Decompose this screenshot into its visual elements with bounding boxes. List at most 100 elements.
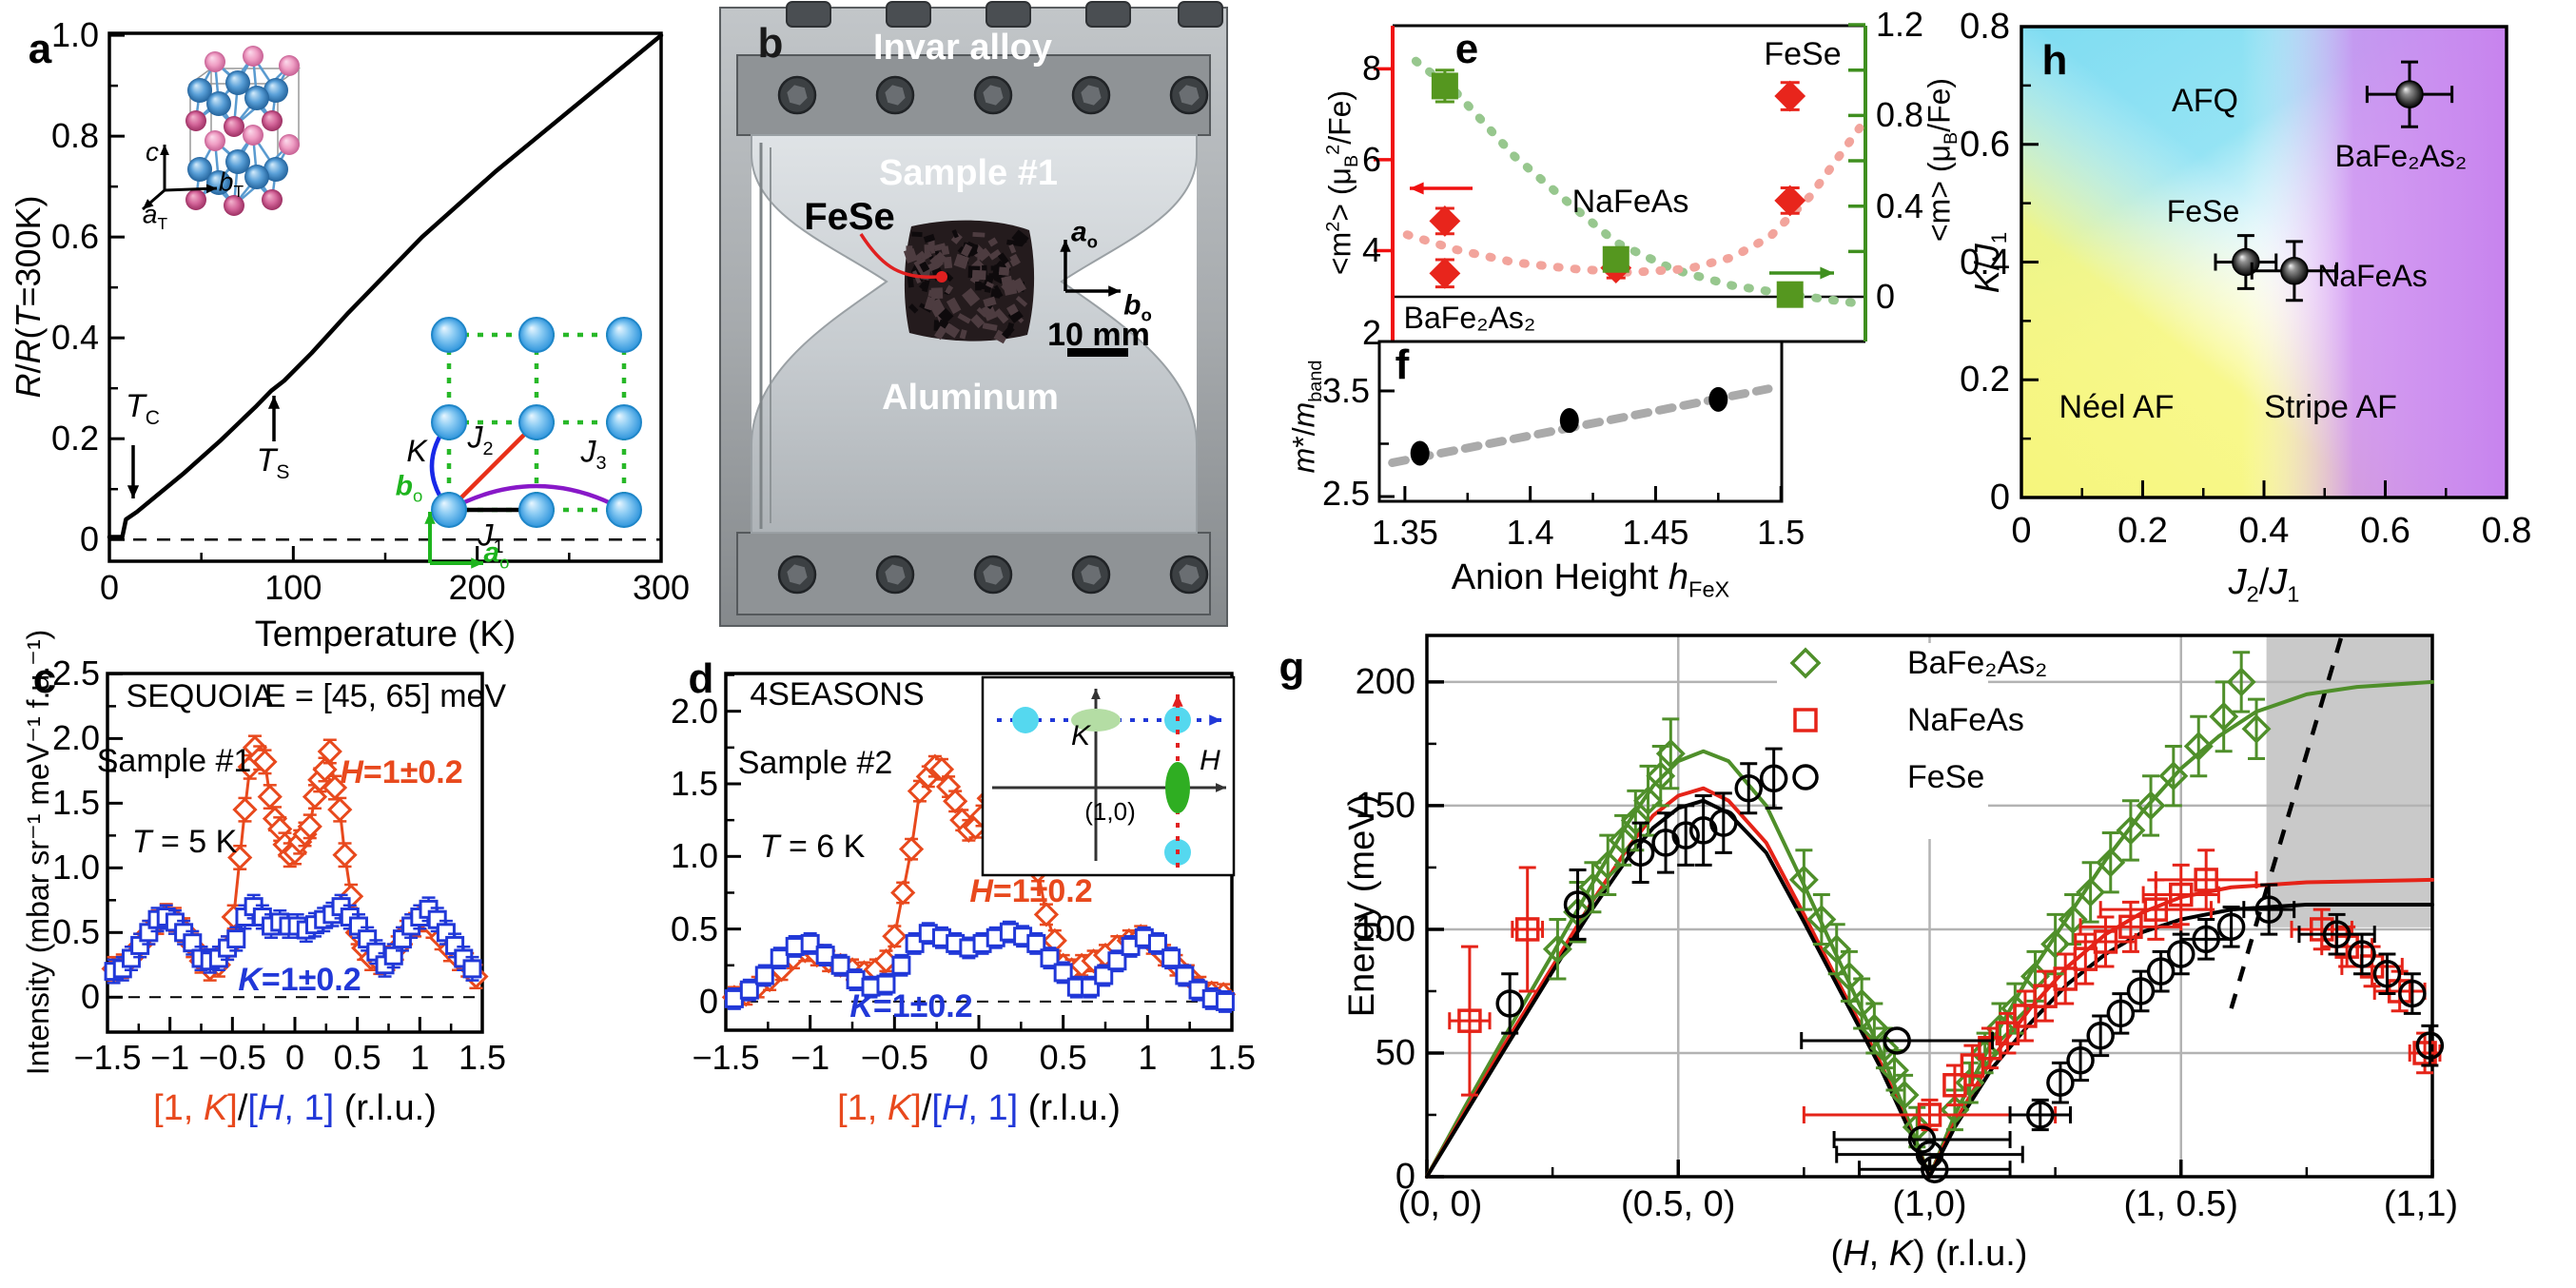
c-H-cut-label: H=1±0.2 (340, 754, 463, 790)
d-H-cut-label: H=1±0.2 (969, 873, 1093, 909)
c-x-tick: −0.5 (198, 1038, 266, 1077)
h-y-tick: 0.2 (1960, 360, 2010, 400)
g-x-axis-title: (H, K) (r.l.u.) (1830, 1234, 2028, 1274)
e-fese-label: FeSe (1764, 36, 1842, 72)
h-bafe2as2-point-label: BaFe₂As₂ (2334, 139, 2468, 173)
a-crystal-c-axis-label: c (146, 137, 159, 166)
c-x-tick: 1.5 (458, 1038, 507, 1077)
panel-letter-c: c (32, 655, 57, 702)
g-y-tick: 0 (1395, 1157, 1415, 1197)
a-x-tick: 0 (99, 568, 120, 607)
panel-a-plot (107, 31, 664, 563)
f-x-axis-title: Anion Height hFeX (1451, 556, 1730, 602)
a-tc-label: TC (125, 388, 161, 429)
c-K-cut-label: K=1±0.2 (238, 962, 361, 998)
b-aluminum-label: Aluminum (882, 378, 1059, 418)
h-y-tick: 0.8 (1960, 7, 2010, 47)
f-y-axis-title: m*/mband (1286, 360, 1326, 474)
a-lattice-a-axis-label: ao (483, 537, 510, 573)
e-left-tick: 8 (1361, 49, 1381, 88)
d-x-tick: 1.5 (1207, 1038, 1257, 1077)
d-x-tick: 0 (968, 1038, 989, 1077)
d-y-tick: 1.5 (670, 763, 718, 803)
e-left-tick: 4 (1361, 230, 1381, 270)
c-y-tick: 0.5 (51, 912, 100, 952)
b-sample1-label: Sample #1 (879, 153, 1058, 193)
d-y-tick: 1.0 (670, 836, 718, 876)
g-scatter-FeSe (1495, 747, 2445, 1183)
h-afq-region-label: AFQ (2172, 83, 2238, 119)
g-scatter-NaFeAs (1448, 849, 2442, 1132)
h-neel-region-label: Néel AF (2059, 389, 2175, 425)
h-x-tick: 0.8 (2481, 511, 2532, 551)
a-y-axis-title: R/R(T=300K) (9, 195, 48, 399)
e-right-tick: 1.2 (1876, 5, 1924, 45)
d-y-tick: 0.5 (670, 908, 718, 948)
c-x-tick: 1 (410, 1038, 430, 1077)
c-temperature-label: T = 5 K (131, 824, 238, 860)
h-x-axis-title: J2/J1 (2228, 561, 2300, 607)
g-y-tick: 200 (1355, 661, 1415, 702)
panel-letter-g: g (1278, 644, 1305, 691)
d-K-cut-label: K=1±0.2 (849, 988, 973, 1025)
g-y-tick: 150 (1355, 785, 1415, 826)
b-scalebar-label: 10 mm (1047, 317, 1150, 353)
h-fese-point-label: FeSe (2166, 194, 2240, 228)
c-y-tick: 2.5 (51, 654, 100, 693)
a-lattice-K-label: K (406, 434, 427, 468)
h-nafeas-point-label: NaFeAs (2317, 259, 2428, 293)
a-y-tick: 0 (79, 519, 99, 559)
a-y-tick: 0.2 (50, 419, 99, 459)
a-ts-label: TS (256, 442, 290, 483)
d-inset-K-axis-label: K (1070, 720, 1091, 751)
d-inset-10-point-label: (1,0) (1084, 797, 1136, 826)
c-energy-label: E = [45, 65] meV (263, 678, 507, 714)
h-y-tick: 0.6 (1960, 124, 2010, 165)
g-y-axis-title: Energy (meV) (1342, 793, 1382, 1018)
c-y-axis-title: Intensity (mbar sr⁻¹ meV⁻¹ f.u.⁻¹) (21, 629, 55, 1076)
c-x-axis-title: [1, K]/[H, 1] (r.l.u.) (153, 1088, 437, 1128)
g-y-tick: 50 (1375, 1032, 1415, 1073)
panel-letter-e: e (1454, 26, 1479, 72)
a-crystal-structure-inset (142, 46, 302, 216)
e-left-axis-title: <m2> (μB2/Fe) (1322, 89, 1362, 276)
d-temperature-label: T = 6 K (759, 829, 866, 865)
g-x-tick: (1,1) (2383, 1184, 2459, 1224)
c-y-tick: 0 (80, 977, 100, 1017)
a-x-tick: 100 (264, 568, 322, 607)
c-x-tick: 0.5 (333, 1038, 381, 1077)
a-x-axis-title: Temperature (K) (254, 615, 517, 654)
panel-f-plot (1377, 340, 1784, 503)
d-sample-label: Sample #2 (737, 745, 893, 781)
c-x-tick: −1.5 (73, 1038, 142, 1077)
e-right-axis-title: <m> (μB/Fe) (1922, 77, 1961, 243)
g-legend-item-nafeas: NaFeAs (1907, 702, 2024, 738)
c-sample-label: Sample #1 (96, 743, 252, 779)
e-left-tick: 2 (1361, 313, 1381, 352)
a-y-tick: 1.0 (50, 15, 99, 55)
g-legend-item-bafe2as2: BaFe₂As₂ (1907, 645, 2048, 681)
h-stripe-region-label: Stripe AF (2264, 389, 2397, 425)
panel-letter-f: f (1395, 342, 1410, 388)
a-crystal-a-axis-label: aT (142, 199, 168, 234)
c-x-tick: −1 (150, 1038, 190, 1077)
d-instrument-label: 4SEASONS (750, 676, 925, 712)
d-x-tick: −1 (790, 1038, 830, 1077)
c-instrument-label: SEQUOIA (126, 678, 274, 714)
panel-d-plot-series-K (724, 920, 1235, 1013)
d-x-tick: 0.5 (1039, 1038, 1087, 1077)
g-scatter-BaFe2As2 (1542, 651, 2272, 1149)
a-lattice-J1-label: J1 (478, 517, 504, 557)
c-x-tick: 0 (284, 1038, 305, 1077)
h-y-tick: 0.4 (1960, 242, 2010, 283)
g-y-tick: 100 (1355, 908, 1415, 949)
a-lattice-J2-label: J2 (467, 420, 494, 459)
a-x-tick: 300 (632, 568, 691, 607)
e-right-tick: 0.8 (1876, 95, 1924, 135)
b-a-axis-label: ao (1070, 216, 1099, 252)
d-x-tick: 1 (1138, 1038, 1158, 1077)
a-y-tick: 0.4 (50, 318, 99, 358)
panel-b-photo (719, 1, 1228, 627)
